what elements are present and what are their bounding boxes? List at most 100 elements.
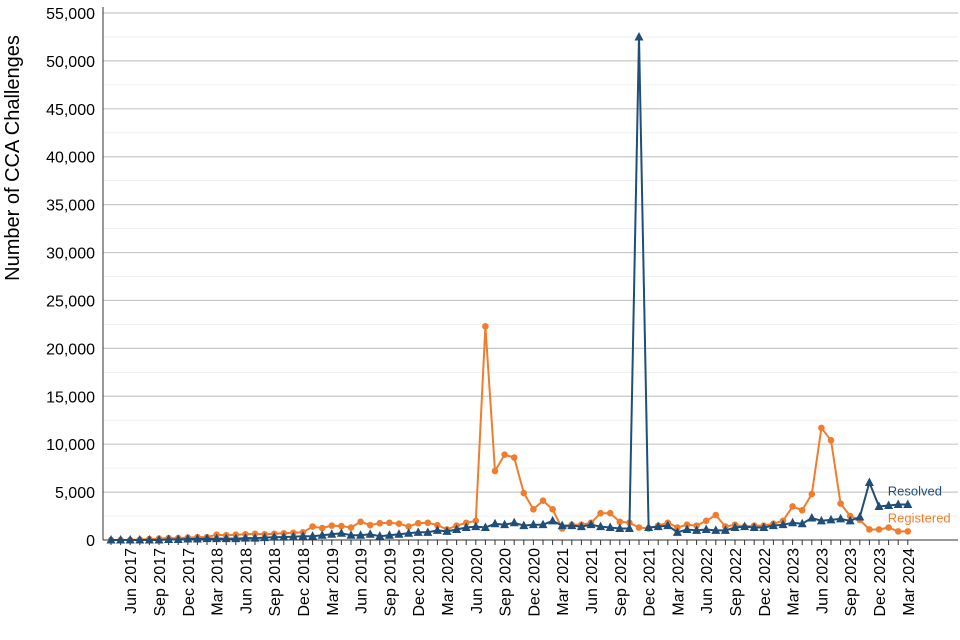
x-tick-label: Dec 2022 (757, 548, 774, 617)
series-label-registered: Registered (888, 510, 951, 525)
data-point-resolved (701, 524, 711, 533)
x-tick-label: Mar 2021 (555, 548, 572, 616)
x-tick-label: Sep 2021 (613, 548, 630, 617)
data-point-registered (818, 424, 825, 432)
data-point-resolved (164, 534, 174, 544)
data-point-resolved (413, 527, 423, 536)
data-point-resolved (528, 519, 538, 529)
data-point-registered (635, 524, 643, 531)
data-point-registered (904, 528, 912, 535)
data-point-resolved (423, 527, 433, 536)
data-point-resolved (442, 526, 452, 535)
data-point-resolved (260, 532, 270, 542)
data-point-resolved (836, 513, 846, 523)
data-point-registered (875, 526, 883, 533)
series-resolved: Resolved (106, 31, 942, 544)
data-point-resolved (240, 533, 250, 542)
data-point-registered (702, 517, 710, 525)
data-point-resolved (576, 521, 586, 531)
x-tick-label: Dec 2021 (642, 548, 659, 617)
data-point-resolved (404, 528, 414, 537)
y-tick-label: 40,000 (46, 150, 95, 167)
data-point-registered (405, 523, 412, 530)
data-point-resolved (720, 525, 730, 534)
x-tick-label: Dec 2020 (526, 548, 543, 617)
data-point-resolved (538, 519, 548, 529)
data-point-registered (510, 454, 518, 461)
data-point-registered (395, 520, 403, 528)
y-tick-label: 35,000 (46, 198, 95, 215)
data-point-resolved (567, 520, 577, 530)
data-point-registered (885, 524, 892, 531)
data-point-resolved (471, 521, 481, 531)
data-point-resolved (288, 531, 298, 541)
x-tick-label: Dec 2019 (411, 548, 428, 617)
data-point-resolved (653, 521, 663, 531)
data-point-resolved (682, 524, 692, 533)
y-tick-label: 50,000 (46, 54, 95, 71)
data-point-resolved (740, 521, 750, 531)
y-tick-label: 0 (86, 533, 95, 550)
data-point-resolved (884, 500, 894, 510)
data-point-resolved (816, 515, 826, 525)
data-point-registered (434, 521, 441, 529)
x-tick-label: Mar 2018 (210, 548, 227, 616)
data-point-resolved (183, 534, 193, 543)
data-point-registered (597, 509, 604, 517)
y-tick-label: 10,000 (46, 437, 95, 454)
data-point-registered (866, 526, 873, 533)
data-point-registered (539, 497, 547, 505)
x-tick-label: Sep 2018 (267, 548, 284, 617)
series-layer: Registered Resolved (106, 31, 951, 544)
data-point-resolved (759, 522, 769, 532)
data-point-resolved (874, 501, 884, 510)
data-point-registered (309, 523, 316, 530)
data-point-resolved (586, 519, 596, 529)
x-tick-label: Mar 2023 (786, 548, 803, 616)
data-point-resolved (500, 519, 510, 529)
data-point-resolved (509, 517, 519, 527)
data-point-resolved (317, 530, 327, 539)
x-tick-label: Jun 2017 (123, 548, 140, 614)
x-tick-label: Sep 2023 (843, 548, 860, 617)
y-axis-title: Number of CCA Challenges (2, 35, 24, 281)
data-point-resolved (356, 530, 366, 539)
data-point-resolved (298, 531, 308, 540)
data-point-resolved (452, 524, 462, 533)
y-tick-labels: 0 5,000 10,000 15,000 20,000 25,000 30,000 35,0… (46, 6, 95, 550)
x-tick-label: Dec 2023 (872, 548, 889, 617)
data-point-resolved (125, 535, 135, 544)
data-point-registered (424, 519, 432, 527)
data-point-resolved (336, 528, 346, 537)
data-point-registered (808, 490, 816, 498)
data-point-resolved (826, 514, 836, 524)
x-tick-label: Mar 2020 (440, 548, 457, 616)
data-point-registered (376, 519, 384, 527)
data-point-registered (827, 437, 835, 444)
data-point-resolved (231, 533, 241, 543)
data-point-resolved (212, 533, 222, 543)
data-point-registered (357, 518, 364, 526)
y-tick-label: 30,000 (46, 246, 95, 263)
x-tick-label: Sep 2020 (498, 548, 515, 617)
data-point-resolved (557, 520, 567, 530)
data-point-registered (712, 511, 720, 519)
data-point-resolved (903, 499, 913, 509)
data-point-resolved (634, 31, 644, 41)
y-tick-label: 5,000 (55, 485, 95, 502)
data-point-resolved (106, 535, 116, 544)
data-point-registered (606, 509, 614, 517)
data-point-resolved (346, 530, 356, 539)
data-point-registered (501, 451, 508, 459)
y-tick-label: 25,000 (46, 293, 95, 310)
data-point-resolved (730, 522, 740, 532)
gridlines (103, 12, 958, 517)
x-tick-label: Sep 2019 (382, 548, 399, 617)
data-point-resolved (308, 531, 318, 540)
data-point-resolved (154, 535, 164, 544)
data-point-resolved (711, 525, 721, 534)
x-tick-label: Jun 2020 (469, 548, 486, 614)
data-point-registered (472, 517, 480, 525)
data-point-registered (616, 518, 624, 526)
